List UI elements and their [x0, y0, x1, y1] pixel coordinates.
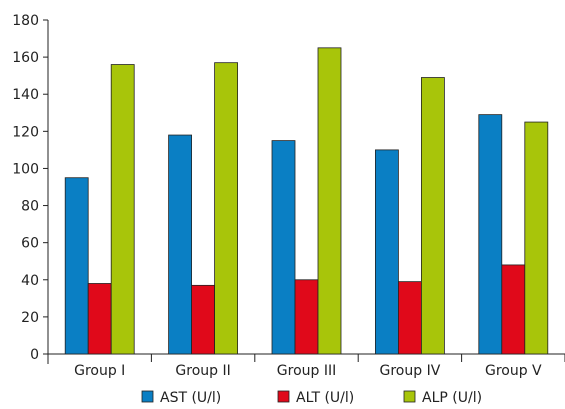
- x-tick-label: Group V: [485, 363, 542, 379]
- legend-swatch: [141, 390, 154, 403]
- bar: [294, 279, 319, 355]
- y-tick-label: 40: [21, 273, 39, 289]
- x-tick-label: Group II: [175, 363, 230, 379]
- bar: [110, 64, 135, 355]
- bar: [214, 62, 239, 355]
- bar: [374, 149, 399, 355]
- y-tick-label: 20: [21, 310, 39, 326]
- legend-swatch: [277, 390, 290, 403]
- bar: [420, 77, 445, 355]
- y-tick-label: 120: [12, 124, 39, 140]
- bar: [397, 281, 422, 355]
- bar: [501, 264, 526, 355]
- y-tick-label: 80: [21, 199, 39, 215]
- y-tick-label: 60: [21, 236, 39, 252]
- bar: [524, 121, 549, 355]
- bar: [87, 283, 112, 355]
- y-tick-label: 0: [30, 347, 39, 363]
- x-tick-label: Group IV: [380, 363, 441, 379]
- bar: [478, 114, 503, 355]
- x-tick-label: Group I: [74, 363, 125, 379]
- legend-label: AST (U/l): [160, 390, 221, 406]
- bar: [191, 284, 216, 355]
- bar: [168, 134, 193, 355]
- legend-label: ALT (U/l): [296, 390, 354, 406]
- legend-label: ALP (U/l): [422, 390, 482, 406]
- y-tick-label: 180: [12, 13, 39, 29]
- y-tick-label: 100: [12, 161, 39, 177]
- x-tick-label: Group III: [277, 363, 336, 379]
- legend-swatch: [403, 390, 416, 403]
- bar: [64, 177, 89, 355]
- y-tick-label: 160: [12, 50, 39, 66]
- bar: [271, 140, 296, 355]
- bar: [317, 47, 342, 355]
- y-tick-label: 140: [12, 87, 39, 103]
